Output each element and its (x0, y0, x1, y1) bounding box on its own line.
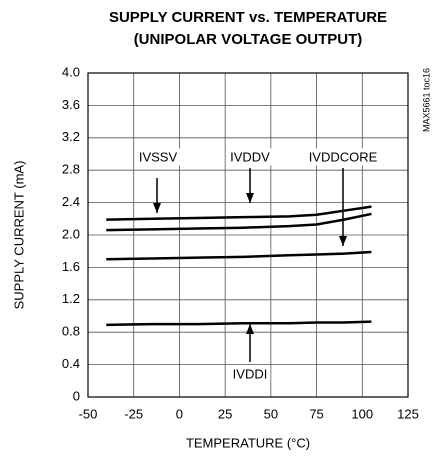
y-tick-label: 3.2 (62, 129, 80, 144)
y-tick-label: 0 (73, 388, 80, 403)
arrow-head (246, 324, 254, 334)
y-tick-label: 0.4 (62, 356, 80, 371)
series-label: IVSSV (139, 149, 178, 164)
series-line (106, 212, 372, 232)
x-axis-label: TEMPERATURE (°C) (186, 435, 310, 450)
y-tick-label: 3.6 (62, 97, 80, 112)
arrow-head (339, 236, 347, 246)
y-tick-label: 0.8 (62, 324, 80, 339)
chart-subtitle: (UNIPOLAR VOLTAGE OUTPUT) (134, 31, 363, 48)
x-tick-label: 0 (176, 406, 183, 421)
y-tick-label: 1.2 (62, 291, 80, 306)
label-background (227, 148, 274, 166)
series-line (106, 320, 372, 327)
arrow-head (153, 203, 161, 213)
series-label: IVDDV (230, 149, 270, 164)
label-background (229, 365, 271, 383)
series-line (106, 250, 372, 261)
y-tick-label: 2.0 (62, 226, 80, 241)
label-background (135, 148, 181, 166)
y-tick-label: 1.6 (62, 259, 80, 274)
series-label: IVDDCORE (309, 149, 378, 164)
x-tick-label: 125 (397, 406, 419, 421)
figure-note: MAX5661 toc16 (421, 68, 431, 132)
series-label: IVDDI (233, 366, 268, 381)
chart-title: SUPPLY CURRENT vs. TEMPERATURE (109, 9, 387, 26)
y-tick-label: 2.8 (62, 162, 80, 177)
arrow-head (246, 193, 254, 203)
label-background (305, 148, 381, 166)
x-tick-label: 50 (264, 406, 278, 421)
y-tick-label: 4.0 (62, 64, 80, 79)
x-tick-label: 100 (351, 406, 373, 421)
x-tick-label: 75 (309, 406, 323, 421)
series-line (106, 205, 372, 221)
y-axis-label: SUPPLY CURRENT (mA) (11, 161, 26, 310)
x-tick-label: -25 (124, 406, 143, 421)
x-tick-label: -50 (79, 406, 98, 421)
y-tick-label: 2.4 (62, 194, 80, 209)
x-tick-label: 25 (218, 406, 232, 421)
plot-frame (87, 72, 409, 398)
